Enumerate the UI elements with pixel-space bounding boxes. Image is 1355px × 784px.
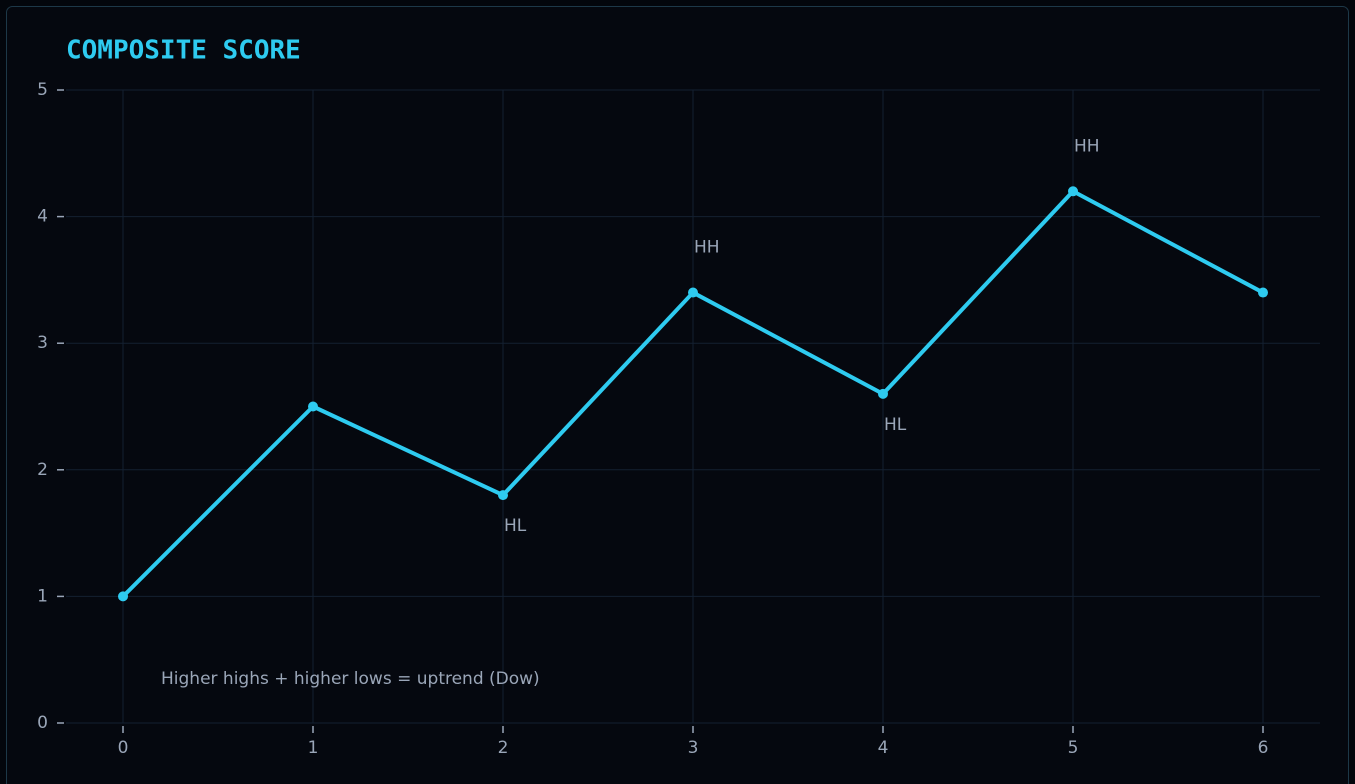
- point-label: HL: [504, 516, 527, 536]
- chart-title: COMPOSITE SCORE: [66, 36, 301, 66]
- point: [118, 591, 128, 602]
- annotation: Higher highs + higher lows = uptrend (Do…: [161, 669, 540, 689]
- point: [1258, 287, 1268, 298]
- x-tick-label: 0: [118, 738, 129, 758]
- x-tick-label: 2: [498, 738, 509, 758]
- y-tick-label: 2: [37, 460, 48, 480]
- x-tick-label: 5: [1068, 738, 1079, 758]
- y-tick-label: 0: [37, 713, 48, 733]
- y-tick-label: 1: [37, 586, 48, 606]
- x-tick-label: 4: [878, 738, 889, 758]
- x-tick-label: 3: [688, 738, 699, 758]
- point: [1068, 186, 1078, 197]
- y-tick-label: 4: [37, 207, 48, 227]
- point: [688, 287, 698, 298]
- point: [878, 388, 888, 399]
- point-label: HH: [694, 238, 720, 258]
- panel: [6, 6, 1349, 784]
- x-tick-label: 6: [1258, 738, 1269, 758]
- point: [498, 490, 508, 501]
- point: [308, 401, 318, 412]
- y-tick-label: 5: [37, 80, 48, 100]
- x-tick-label: 1: [308, 738, 319, 758]
- point-label: HH: [1074, 136, 1100, 156]
- point-label: HL: [884, 415, 907, 435]
- y-tick-label: 3: [37, 333, 48, 353]
